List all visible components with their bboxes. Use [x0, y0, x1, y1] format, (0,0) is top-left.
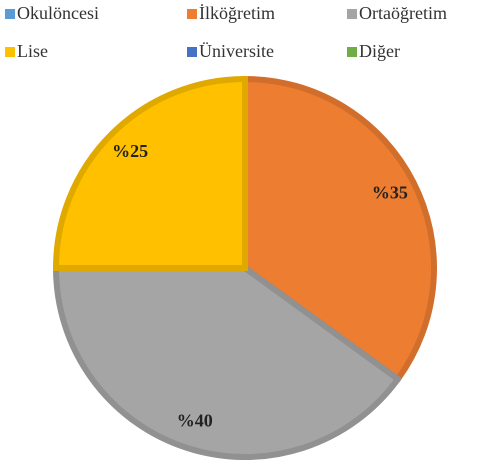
pie-slice — [52, 265, 403, 460]
data-label: %25 — [112, 141, 148, 161]
pie-slice — [242, 75, 437, 384]
legend-swatch — [347, 47, 357, 57]
legend-label: Lise — [17, 41, 48, 61]
legend-swatch — [187, 47, 197, 57]
legend-swatch — [347, 9, 357, 19]
data-label: %40 — [177, 411, 213, 431]
legend-swatch — [5, 9, 15, 19]
legend-label: Diğer — [359, 41, 400, 61]
legend-label: İlköğretim — [199, 3, 275, 23]
legend-label: Üniversite — [199, 41, 274, 61]
legend-swatch — [187, 9, 197, 19]
legend-label: Ortaöğretim — [359, 3, 447, 23]
legend-label: Okulöncesi — [17, 3, 99, 23]
pie-slice — [52, 75, 248, 271]
legend-swatch — [5, 47, 15, 57]
data-label: %35 — [372, 182, 408, 202]
